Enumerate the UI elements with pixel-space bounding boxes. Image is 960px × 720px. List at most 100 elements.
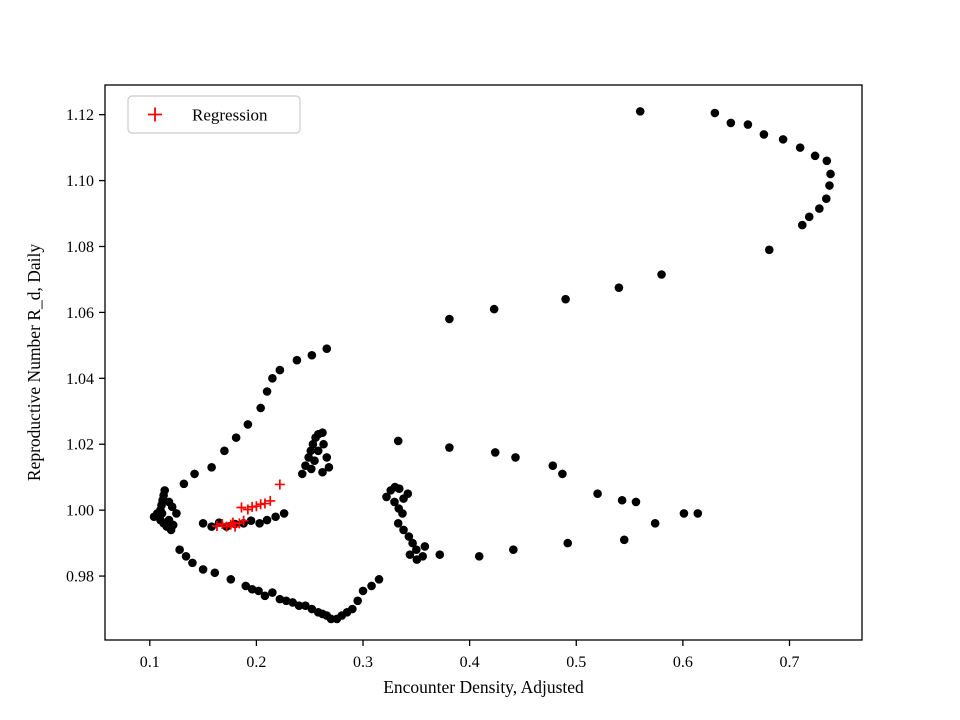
data-point [509,545,518,554]
y-tick-label: 1.10 [66,173,94,190]
data-point [825,181,834,190]
data-point [168,520,178,530]
data-point [307,604,317,614]
data-point [822,156,832,166]
data-point [243,420,253,429]
data-point [563,538,573,548]
x-tick-label: 0.7 [779,654,799,671]
regression-point [236,502,247,513]
data-point [310,456,319,466]
data-point [797,220,807,230]
data-point [275,365,285,375]
data-point [631,497,641,507]
data-point [795,143,805,152]
regression-point [259,498,270,509]
data-point [679,509,689,518]
data-point [358,586,368,596]
data-point [650,519,660,528]
data-point [318,467,327,477]
data-point [445,443,454,452]
data-point [268,374,277,383]
regression-point [265,495,276,506]
legend-box [127,95,301,134]
data-point [271,512,280,522]
y-tick-label: 1.08 [66,239,94,256]
regression-point [251,501,262,512]
data-point [398,509,407,518]
data-point [474,551,484,561]
x-tick-label: 0.3 [353,654,373,671]
regression-point [225,519,236,530]
data-point [207,463,216,472]
data-point [548,461,558,470]
data-point [255,519,264,528]
legend-label: Regression [192,106,268,125]
data-point [246,516,256,525]
data-point [231,433,241,442]
data-point [759,130,769,139]
data-point [778,135,788,144]
data-point [408,538,417,548]
data-point [175,545,184,554]
data-point [292,355,302,365]
data-point [404,532,414,541]
data-point [490,448,500,457]
data-point [614,283,624,292]
data-point [262,387,272,396]
data-point [318,428,327,437]
data-point [160,486,170,495]
data-point [710,108,720,118]
y-tick-label: 1.06 [66,305,94,322]
data-point [322,344,332,353]
y-tick-label: 0.98 [66,569,94,586]
data-point [558,469,567,479]
y-tick-label: 1.02 [66,437,94,454]
data-point [693,509,703,518]
x-axis-label: Encounter Density, Adjusted [383,677,584,697]
regression-point [221,521,232,532]
data-point [393,519,403,528]
data-point [815,204,824,213]
data-point [226,575,236,584]
data-point [297,469,307,479]
y-tick-label: 1.04 [66,371,94,388]
data-point [294,601,304,611]
data-point [301,601,310,611]
data-point [241,581,251,591]
data-point [511,453,520,462]
x-tick-label: 0.1 [140,654,160,671]
data-point [367,581,376,591]
data-point [399,525,408,535]
data-point [210,568,220,578]
data-point [313,446,323,456]
regression-point [274,479,285,490]
data-point [657,270,666,279]
data-point [322,453,332,462]
data-point [157,509,167,518]
data-point [821,194,831,204]
y-tick-label: 1.12 [66,107,94,124]
data-point [374,575,384,584]
data-point [198,519,208,528]
data-point [319,439,328,449]
data-point [307,350,317,360]
data-point [268,588,277,597]
data-point [207,522,216,531]
data-point [308,439,318,449]
data-point [412,545,421,554]
regression-point [211,520,222,531]
data-point [179,479,189,489]
data-point [220,446,229,456]
data-point [306,446,316,456]
data-point [403,489,413,498]
data-point [420,542,430,551]
legend-plus-marker-icon [148,107,162,122]
data-point [810,151,820,161]
data-point [279,509,289,518]
data-point [324,463,334,472]
plot-area [104,84,863,641]
data-point [164,497,174,507]
x-tick-label: 0.2 [246,654,266,671]
